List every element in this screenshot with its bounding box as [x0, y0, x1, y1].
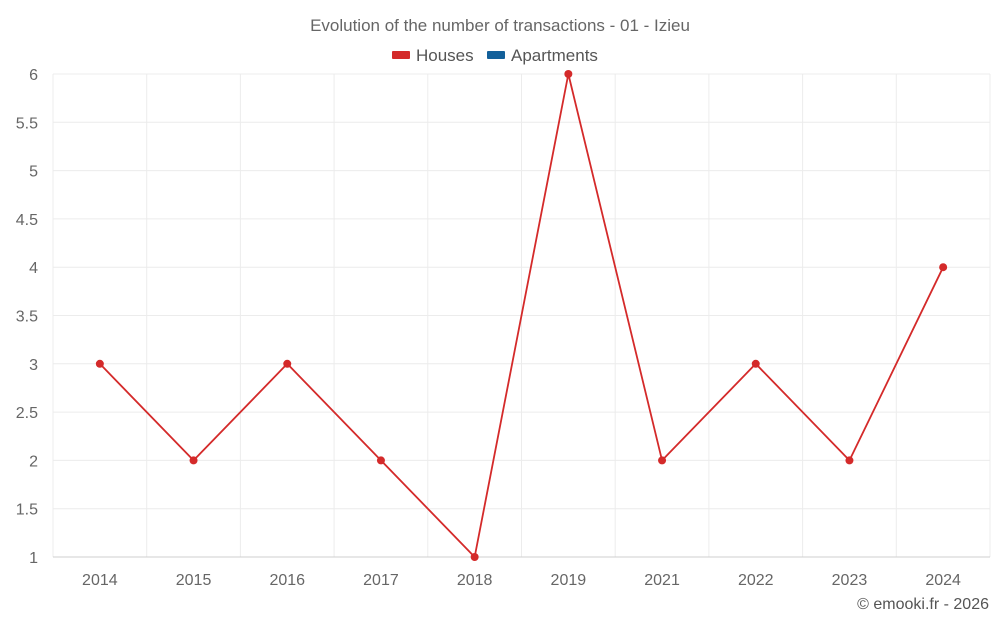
chart-title: Evolution of the number of transactions …: [310, 16, 690, 35]
x-tick-label: 2024: [925, 572, 961, 589]
data-point-houses: [564, 70, 573, 78]
y-tick-label: 5: [29, 164, 38, 181]
x-tick-label: 2014: [82, 572, 118, 589]
credit-text: © emooki.fr - 2026: [857, 596, 989, 613]
y-tick-label: 1: [29, 550, 38, 567]
x-tick-label: 2016: [269, 572, 305, 589]
data-point-houses: [845, 456, 854, 465]
legend-swatch-houses: [392, 51, 410, 59]
data-point-houses: [376, 456, 385, 465]
y-axis: 1 1.5 2 2.5 3 3.5 4 4.5 5 5.5 6: [16, 67, 38, 567]
series-houses: [95, 70, 948, 561]
x-tick-label: 2022: [738, 572, 774, 589]
y-tick-label: 6: [29, 67, 38, 84]
y-tick-label: 4: [29, 260, 38, 277]
x-tick-label: 2021: [644, 572, 680, 589]
data-point-houses: [95, 359, 104, 368]
legend-label-apartments: Apartments: [511, 46, 598, 65]
x-tick-label: 2019: [551, 572, 587, 589]
legend-item-apartments[interactable]: Apartments: [487, 46, 598, 65]
y-tick-label: 3.5: [16, 309, 38, 326]
x-tick-label: 2017: [363, 572, 399, 589]
y-tick-label: 2: [29, 453, 38, 470]
y-tick-label: 5.5: [16, 115, 38, 132]
series-line-houses: [99, 73, 944, 558]
y-tick-label: 4.5: [16, 212, 38, 229]
x-tick-label: 2018: [457, 572, 493, 589]
data-point-houses: [283, 359, 292, 368]
y-tick-label: 2.5: [16, 405, 38, 422]
y-tick-label: 3: [29, 357, 38, 374]
x-axis: 2014 2015 2016 2017 2018 2019 2021 2022 2023 2024: [82, 572, 961, 589]
legend-item-houses[interactable]: Houses: [392, 46, 474, 65]
data-point-houses: [189, 456, 198, 465]
x-tick-label: 2015: [176, 572, 212, 589]
y-tick-label: 1.5: [16, 502, 38, 519]
data-point-houses: [470, 553, 479, 561]
legend: Houses Apartments: [392, 46, 598, 65]
legend-label-houses: Houses: [416, 46, 474, 65]
data-point-houses: [751, 359, 760, 368]
data-point-houses: [658, 456, 667, 465]
x-tick-label: 2023: [832, 572, 868, 589]
data-point-houses: [939, 263, 948, 272]
legend-swatch-apartments: [487, 51, 505, 59]
grid: [52, 73, 991, 558]
